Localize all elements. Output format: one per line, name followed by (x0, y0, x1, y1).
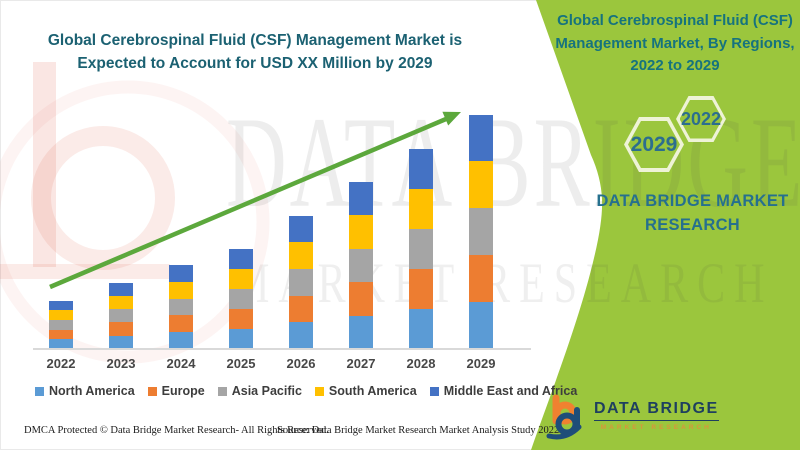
chart-title-line2: Expected to Account for USD XX Million b… (77, 55, 433, 73)
legend-label: Europe (161, 384, 205, 398)
bar-segment (409, 188, 433, 229)
bar-segment (49, 339, 73, 349)
bar-segment (289, 215, 313, 243)
logo-name: DATA BRIDGE (594, 400, 719, 421)
bar-segment (169, 281, 193, 299)
bar-segment (109, 282, 133, 296)
legend-swatch (217, 386, 227, 396)
bar-segment (49, 310, 73, 320)
legend-item: South America (314, 384, 417, 398)
bar-segment (109, 335, 133, 349)
legend-swatch (429, 386, 439, 396)
bar-segment (409, 228, 433, 269)
bar-segment (289, 242, 313, 269)
legend-label: North America (49, 384, 135, 398)
bar-segment (229, 308, 253, 329)
bar-segment (229, 268, 253, 289)
year-label: 2026 (286, 356, 316, 371)
legend-label: Asia Pacific (231, 384, 302, 398)
hexagon-2029-fill (628, 121, 680, 168)
bar-segment (469, 161, 493, 209)
panel-title: Global Cerebrospinal Fluid (CSF) Managem… (550, 10, 800, 78)
chart-title: Global Cerebrospinal Fluid (CSF) Managem… (45, 29, 465, 76)
x-axis-line (33, 348, 531, 350)
legend-item: North America (35, 384, 135, 398)
bar-segment (229, 248, 253, 269)
x-axis-labels: 2022 2023 2024 2025 2026 2027 2028 2029 (37, 356, 537, 374)
bar-segment (409, 268, 433, 309)
source-note: Source: Data Bridge Market Research Mark… (277, 425, 560, 436)
year-label: 2027 (346, 356, 376, 371)
legend-label: Middle East and Africa (443, 384, 578, 398)
year-label: 2029 (466, 356, 496, 371)
bar-segment (349, 282, 373, 316)
legend-item: Middle East and Africa (429, 384, 578, 398)
year-label: 2023 (106, 356, 136, 371)
bar-segment (349, 182, 373, 216)
bar-column-2022 (49, 300, 73, 349)
panel-title-line3: 2022 to 2029 (630, 57, 720, 74)
chart-legend: North America Europe Asia Pacific South Ame… (35, 384, 577, 398)
chart-title-line1: Global Cerebrospinal Fluid (CSF) Managem… (47, 32, 463, 49)
bar-segment (469, 208, 493, 256)
bar-segment (169, 315, 193, 333)
panel-title-line1: Global Cerebrospinal Fluid (CSF) (557, 12, 793, 29)
hexagon-2029-label: 2029 (630, 132, 678, 156)
panel-title-line2: Management Market, By Regions, (555, 34, 795, 52)
brand-name-text: DATA BRIDGE MARKET RESEARCH (585, 190, 800, 238)
bar-segment (349, 215, 373, 249)
bar-segment (289, 322, 313, 349)
bar-segment (109, 322, 133, 336)
bar-segment (109, 309, 133, 323)
bar-segment (349, 248, 373, 283)
bar-column-2028 (409, 148, 433, 349)
year-label: 2025 (226, 356, 256, 371)
legend-label: South America (328, 384, 417, 398)
hexagon-2022-fill (679, 99, 723, 139)
bar-segment (409, 148, 433, 189)
bar-segment (469, 255, 493, 303)
logo-subtitle: MARKET RESEARCH (600, 424, 712, 431)
brand-name-line1: DATA BRIDGE MARKET (596, 192, 789, 210)
bar-segment (169, 298, 193, 316)
databridge-logo-icon (546, 394, 582, 440)
year-label: 2024 (166, 356, 196, 371)
bar-column-2026 (289, 215, 313, 349)
bar-segment (169, 265, 193, 282)
bar-column-2023 (109, 282, 133, 349)
legend-item: Europe (147, 384, 205, 398)
year-label: 2022 (46, 356, 76, 371)
databridge-logo-text: DATA BRIDGE MARKET RESEARCH (594, 400, 719, 431)
bar-segment (469, 114, 493, 162)
legend-item: Asia Pacific (217, 384, 302, 398)
year-label: 2028 (406, 356, 436, 371)
bar-segment (109, 295, 133, 310)
bar-segment (49, 319, 73, 330)
bar-column-2025 (229, 248, 253, 349)
stacked-bar-chart (37, 99, 537, 349)
bar-column-2024 (169, 265, 193, 349)
legend-swatch (147, 386, 157, 396)
bar-segment (229, 288, 253, 309)
bar-segment (289, 295, 313, 323)
bar-segment (49, 329, 73, 340)
bar-segment (469, 302, 493, 349)
bar-segment (169, 332, 193, 349)
bar-segment (49, 300, 73, 311)
dmca-notice: DMCA Protected © Data Bridge Market Rese… (24, 425, 329, 436)
brand-name-line2: RESEARCH (645, 215, 740, 234)
bar-column-2027 (349, 182, 373, 349)
bar-column-2029 (469, 114, 493, 349)
legend-swatch (314, 386, 324, 396)
bar-segment (289, 268, 313, 296)
bar-segment (349, 315, 373, 349)
bar-segment (409, 308, 433, 349)
legend-swatch (35, 386, 44, 396)
bar-segment (229, 328, 253, 349)
hexagon-2022-label: 2022 (680, 108, 722, 129)
